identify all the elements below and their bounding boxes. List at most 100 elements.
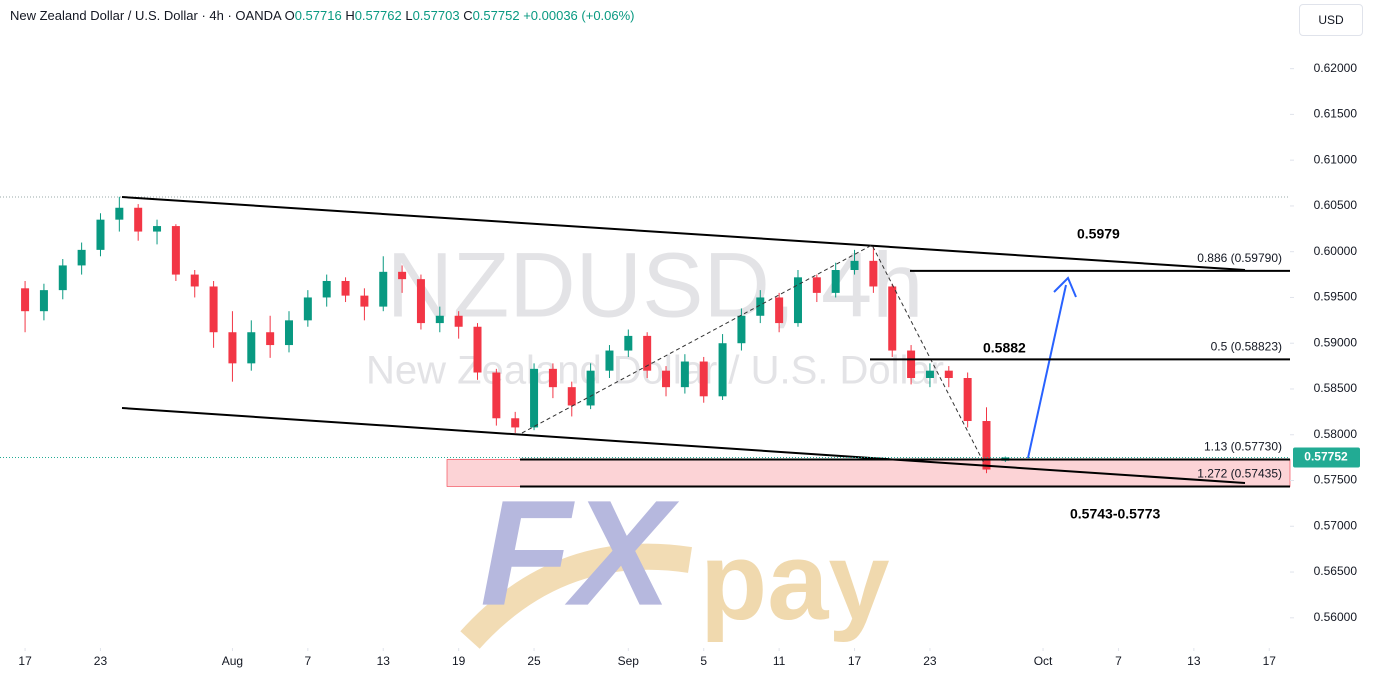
y-tick-label: 0.56500 [1314, 564, 1358, 578]
y-tick-label: 0.61500 [1314, 107, 1358, 121]
candle-body [360, 295, 369, 307]
candle-body [492, 372, 501, 419]
y-tick-label: 0.58500 [1314, 381, 1358, 395]
candle-body [888, 286, 897, 351]
symbol: New Zealand Dollar / U.S. Dollar · 4h · … [10, 8, 281, 23]
candle-body [284, 320, 293, 346]
annotation: 0.5882 [983, 340, 1026, 356]
candle-body [869, 260, 878, 287]
currency-button[interactable]: USD [1299, 4, 1363, 36]
candle-body [982, 421, 991, 470]
y-tick-label: 0.57500 [1314, 473, 1358, 487]
candle-body [511, 418, 520, 428]
candle-body [228, 332, 237, 364]
y-tick-label: 0.59500 [1314, 290, 1358, 304]
candle-body [171, 226, 180, 275]
x-tick-label: Sep [618, 654, 640, 668]
candle-body [680, 361, 689, 388]
candle-body [266, 332, 275, 346]
candle-body [718, 343, 727, 397]
candle-body [96, 219, 105, 250]
candle-body [624, 335, 633, 351]
candle-body [831, 270, 840, 293]
candle-body [812, 277, 821, 293]
upper-trendline [121, 196, 1246, 271]
candle-body [662, 370, 671, 388]
arrow [1027, 284, 1067, 459]
candle-body [77, 249, 86, 266]
h-value: 0.57762 [354, 8, 402, 23]
y-tick-label: 0.60500 [1314, 198, 1358, 212]
candle-body [247, 332, 256, 364]
x-tick-label: 13 [377, 654, 391, 668]
change: +0.00036 (+0.06%) [523, 8, 635, 23]
watermark-name: New Zealand Dollar / U.S. Dollar [366, 349, 944, 393]
candle-body [134, 207, 143, 232]
y-tick-label: 0.61000 [1314, 152, 1358, 166]
x-tick-label: 7 [1115, 654, 1122, 668]
x-tick-label: 25 [527, 654, 541, 668]
h-label: H [345, 8, 355, 23]
logo-pay: pay [700, 520, 890, 643]
lower-trendline [121, 407, 1246, 484]
x-tick-label: 17 [18, 654, 32, 668]
candle-body [775, 297, 784, 324]
legend-header: New Zealand Dollar / U.S. Dollar · 4h · … [10, 8, 635, 23]
candle-body [341, 280, 350, 296]
annotation: 0.5979 [1077, 226, 1120, 242]
x-tick-label: 5 [700, 654, 707, 668]
l-value: 0.57703 [412, 8, 460, 23]
candle-body [303, 297, 312, 321]
o-value: 0.57716 [294, 8, 342, 23]
annotation: 0.5743-0.5773 [1070, 506, 1161, 522]
candle-body [398, 271, 407, 280]
candle-body [379, 271, 388, 307]
x-tick-label: 17 [848, 654, 862, 668]
watermark-ticker: NZDUSD, 4h [387, 234, 924, 336]
o-label: O [284, 8, 295, 23]
x-tick-label: 11 [773, 654, 786, 668]
level-label: 0.5 (0.58823) [1211, 340, 1282, 354]
x-tick-label: Oct [1034, 654, 1053, 668]
x-tick-label: 7 [304, 654, 311, 668]
candle-body [850, 260, 859, 270]
candle-body [699, 361, 708, 397]
x-tick-label: 23 [923, 654, 937, 668]
candle-body [39, 290, 48, 312]
y-tick-label: 0.57000 [1314, 518, 1358, 532]
candle-body [737, 315, 746, 344]
candle-body [925, 370, 934, 378]
candle-body [530, 368, 539, 428]
c-value: 0.57752 [472, 8, 520, 23]
candle-body [793, 277, 802, 324]
level-label: 0.886 (0.59790) [1197, 251, 1282, 265]
l-label: L [405, 8, 413, 23]
candle-body [58, 265, 67, 291]
candle-body [907, 350, 916, 378]
last-price-badge [1293, 447, 1360, 468]
candle-body [473, 326, 482, 373]
candle-body [567, 387, 576, 406]
y-tick-label: 0.59000 [1314, 335, 1358, 349]
candle-body [586, 370, 595, 406]
candle-body [209, 286, 218, 333]
level-label: 1.13 (0.57730) [1204, 440, 1282, 454]
level-label: 1.272 (0.57435) [1197, 467, 1282, 481]
y-tick-label: 0.62000 [1314, 61, 1358, 75]
candle-body [21, 288, 30, 312]
y-tick-label: 0.56000 [1314, 610, 1358, 624]
candle-body [115, 207, 124, 220]
x-tick-label: 13 [1187, 654, 1201, 668]
last-price-label: 0.57752 [1304, 450, 1348, 464]
candle-body [153, 226, 162, 232]
candle-body [454, 315, 463, 327]
candle-body [605, 350, 614, 371]
target-zone [446, 459, 1291, 487]
arrow-head [1053, 276, 1077, 298]
candle-body [190, 274, 199, 287]
candle-body [416, 279, 425, 324]
candle-body [963, 378, 972, 422]
candle-body [944, 370, 953, 378]
